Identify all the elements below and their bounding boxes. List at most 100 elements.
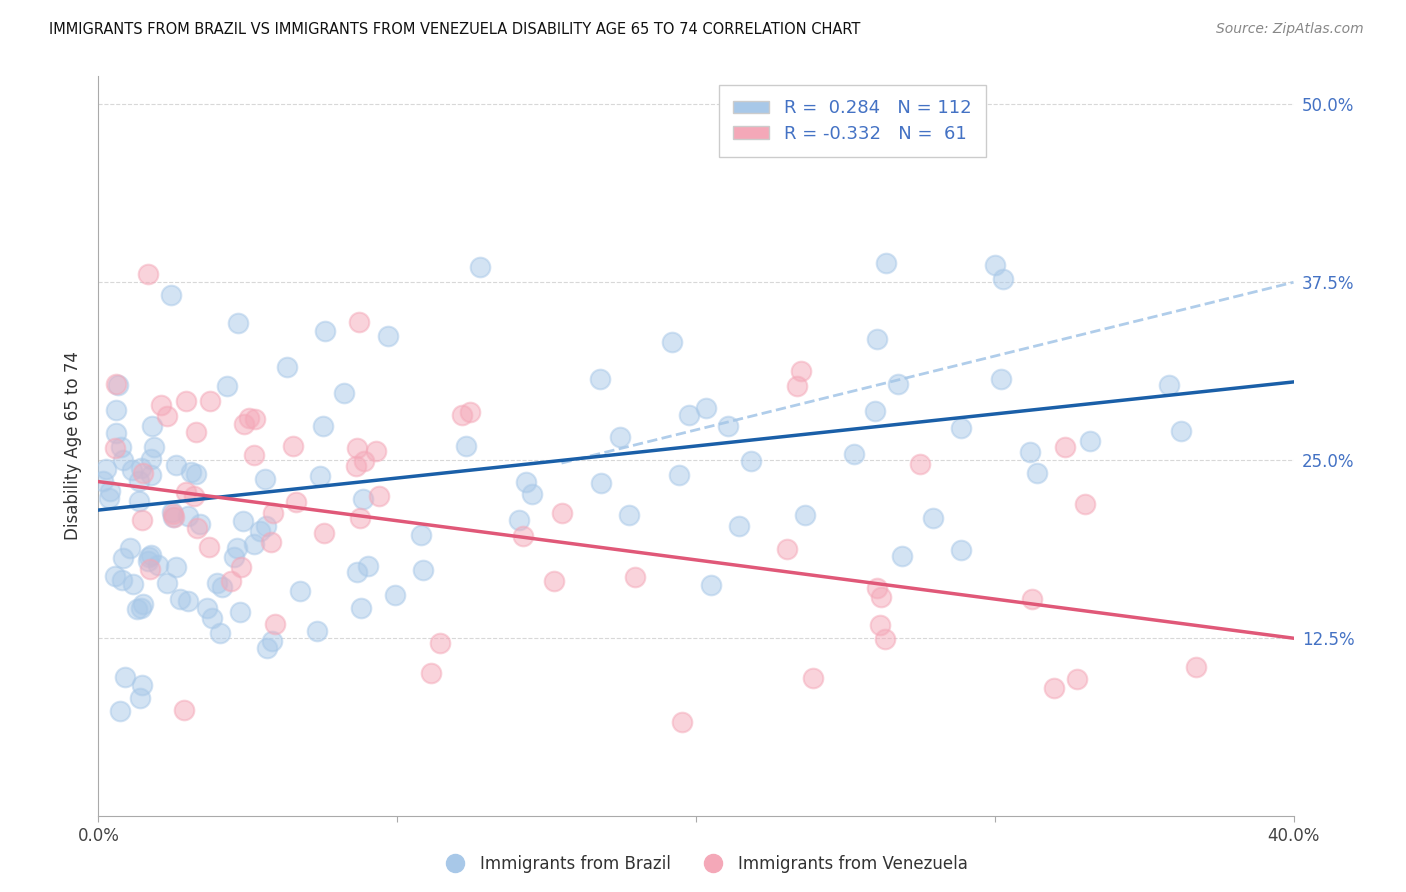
Point [254,518,277,533]
Point [262,506,284,520]
Point [131,513,153,527]
Point [550,506,572,520]
Point [138,549,160,564]
Point [156,576,179,591]
Point [619,508,641,523]
Point [121,462,143,476]
Point [456,439,478,453]
Point [249,524,271,539]
Point [226,541,249,556]
Text: IMMIGRANTS FROM BRAZIL VS IMMIGRANTS FROM VENEZUELA DISABILITY AGE 65 TO 74 CORR: IMMIGRANTS FROM BRAZIL VS IMMIGRANTS FRO… [49,22,860,37]
Point [623,569,645,583]
Point [668,467,690,482]
Point [949,421,972,435]
Point [163,510,186,524]
Point [131,678,153,692]
Point [717,418,740,433]
Point [312,419,335,434]
Point [173,703,195,717]
Point [869,618,891,632]
Point [790,364,813,378]
Point [305,624,328,639]
Point [609,430,631,444]
Point [661,334,683,349]
Point [107,378,129,392]
Legend: Immigrants from Brazil, Immigrants from Venezuela: Immigrants from Brazil, Immigrants from … [432,848,974,880]
Point [1074,498,1097,512]
Point [520,486,543,500]
Point [136,267,159,281]
Point [198,540,221,554]
Point [177,508,200,523]
Point [990,372,1012,386]
Point [512,529,534,543]
Point [468,260,491,275]
Point [357,558,380,573]
Point [591,475,613,490]
Point [543,574,565,588]
Point [208,625,231,640]
Point [312,525,335,540]
Point [205,575,228,590]
Point [128,475,150,489]
Point [129,460,152,475]
Point [515,475,537,490]
Point [870,590,893,604]
Point [508,513,530,527]
Point [1018,445,1040,459]
Text: Source: ZipAtlas.com: Source: ZipAtlas.com [1216,22,1364,37]
Point [890,549,912,563]
Point [177,594,200,608]
Point [276,359,298,374]
Point [174,394,197,409]
Point [198,393,221,408]
Point [165,458,187,472]
Point [110,573,132,587]
Point [162,507,184,521]
Point [94,462,117,476]
Point [1021,591,1043,606]
Point [186,467,208,482]
Point [132,598,155,612]
Point [183,489,205,503]
Point [671,714,693,729]
Point [127,602,149,616]
Point [367,489,389,503]
Point [186,521,208,535]
Point [129,601,152,615]
Point [678,409,700,423]
Point [285,495,308,509]
Point [349,600,371,615]
Point [588,372,610,386]
Point [283,439,305,453]
Point [136,554,159,568]
Point [254,472,277,486]
Point [419,666,441,681]
Point [409,527,432,541]
Point [128,493,150,508]
Point [1078,434,1101,449]
Point [451,408,474,422]
Point [309,469,332,483]
Point [159,288,181,302]
Point [184,425,207,439]
Point [873,632,896,647]
Point [238,411,260,425]
Point [111,453,134,467]
Point [950,543,973,558]
Point [429,636,451,650]
Point [793,508,815,522]
Point [264,617,287,632]
Point [98,491,121,506]
Point [139,548,162,562]
Point [412,563,434,577]
Point [333,386,356,401]
Point [458,405,481,419]
Point [866,332,889,346]
Point [160,505,183,519]
Point [695,401,717,416]
Point [314,324,336,338]
Point [377,328,399,343]
Point [346,441,368,455]
Point [104,568,127,582]
